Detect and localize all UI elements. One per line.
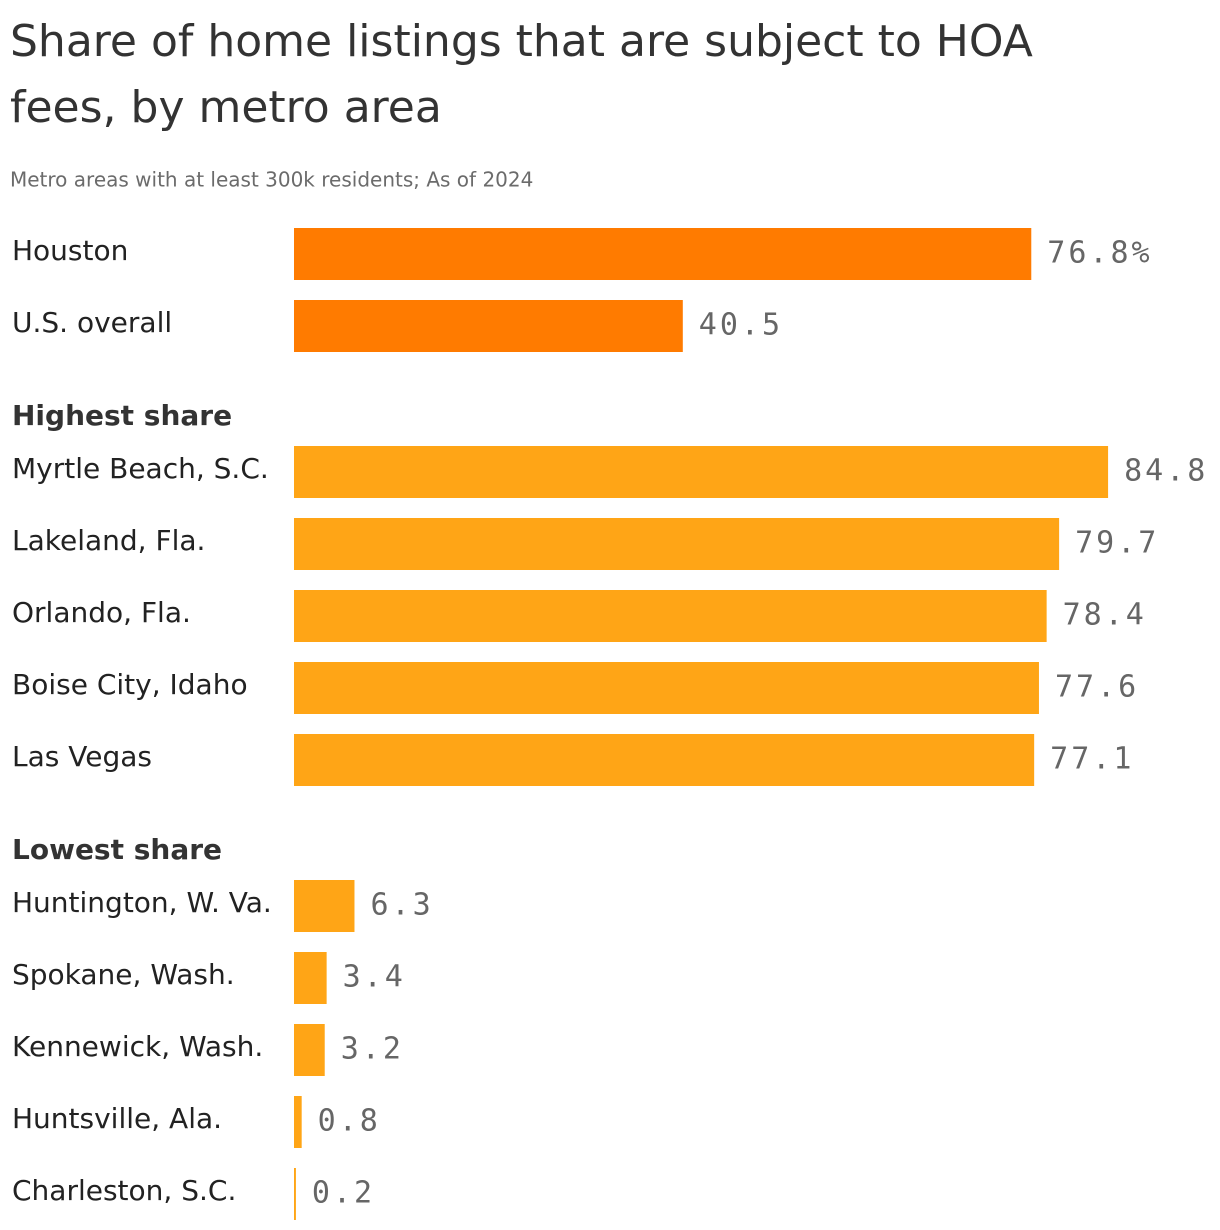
bar bbox=[294, 1024, 325, 1076]
chart-title: Share of home listings that are subject … bbox=[10, 16, 1033, 133]
bar bbox=[294, 300, 683, 352]
value-label: 79.7 bbox=[1075, 526, 1159, 561]
value-label: 77.6 bbox=[1055, 670, 1139, 705]
bar bbox=[294, 590, 1047, 642]
category-label: Huntsville, Ala. bbox=[12, 1102, 222, 1135]
category-label: Houston bbox=[12, 234, 128, 267]
group-header: Lowest share bbox=[12, 833, 222, 866]
value-label: 6.3 bbox=[370, 888, 433, 923]
category-label: Lakeland, Fla. bbox=[12, 524, 205, 557]
value-label: 84.8 bbox=[1124, 454, 1208, 489]
bar bbox=[294, 880, 355, 932]
category-label: U.S. overall bbox=[12, 306, 172, 339]
value-label: 77.1 bbox=[1050, 742, 1134, 777]
category-label: Boise City, Idaho bbox=[12, 668, 248, 701]
category-label: Spokane, Wash. bbox=[12, 958, 235, 991]
category-label: Kennewick, Wash. bbox=[12, 1030, 263, 1063]
category-label: Charleston, S.C. bbox=[12, 1174, 236, 1207]
bar bbox=[294, 228, 1032, 280]
value-label: 40.5 bbox=[699, 308, 783, 343]
bar bbox=[294, 662, 1039, 714]
category-label: Huntington, W. Va. bbox=[12, 886, 272, 919]
value-label: 3.2 bbox=[341, 1032, 404, 1067]
category-label: Myrtle Beach, S.C. bbox=[12, 452, 269, 485]
value-label: 76.8% bbox=[1047, 236, 1152, 271]
value-label: 0.2 bbox=[312, 1176, 375, 1211]
category-label: Las Vegas bbox=[12, 740, 152, 773]
bar bbox=[294, 446, 1109, 498]
bar bbox=[294, 1096, 302, 1148]
bar bbox=[294, 1168, 296, 1220]
bar bbox=[294, 952, 327, 1004]
bar bbox=[294, 518, 1060, 570]
group-header: Highest share bbox=[12, 399, 232, 432]
value-label: 3.4 bbox=[343, 960, 406, 995]
chart-subtitle: Metro areas with at least 300k residents… bbox=[10, 168, 533, 192]
value-label: 78.4 bbox=[1063, 598, 1147, 633]
bar bbox=[294, 734, 1035, 786]
value-label: 0.8 bbox=[318, 1104, 381, 1139]
category-label: Orlando, Fla. bbox=[12, 596, 191, 629]
